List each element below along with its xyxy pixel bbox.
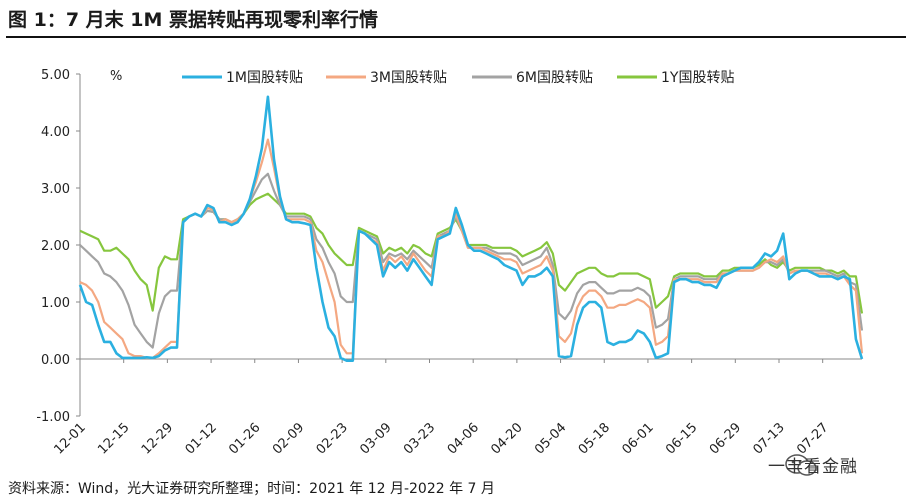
- series-line: [78, 95, 864, 363]
- x-tick-label: 02-09: [270, 420, 307, 457]
- source-note: 资料来源：Wind，光大证券研究所整理；时间：2021 年 12 月-2022 …: [8, 481, 495, 497]
- y-tick-label: 3.00: [41, 182, 70, 197]
- x-tick-label: 03-23: [401, 420, 438, 457]
- series-lines: [78, 95, 864, 363]
- x-tick-label: 05-18: [576, 420, 613, 457]
- y-tick-label: 2.00: [41, 239, 70, 254]
- y-tick-label: 5.00: [41, 68, 70, 83]
- x-tick-label: 06-15: [663, 420, 700, 457]
- x-tick-label: 02-23: [314, 420, 351, 457]
- title-divider: [6, 36, 906, 38]
- x-tick-label: 06-01: [619, 420, 656, 457]
- x-tick-label: 04-06: [445, 420, 482, 457]
- y-unit-label: %: [110, 69, 122, 84]
- watermark-text: 一丰看金融: [768, 457, 858, 477]
- y-tick-label: 0.00: [41, 353, 70, 368]
- x-tick-label: 05-04: [532, 420, 569, 457]
- x-tick-label: 04-20: [488, 420, 525, 457]
- y-tick-label: -1.00: [36, 410, 70, 425]
- legend-label: 6M国股转贴: [516, 70, 593, 86]
- legend: 1M国股转贴 3M国股转贴 6M国股转贴 1Y国股转贴: [182, 70, 734, 86]
- chart-title: 图 1：7 月末 1M 票据转贴再现零利率行情: [8, 9, 379, 31]
- x-tick-label: 03-09: [357, 420, 394, 457]
- x-tick-label: 01-26: [226, 420, 263, 457]
- series-line: [79, 192, 864, 314]
- legend-label: 1M国股转贴: [226, 70, 303, 86]
- series-line: [79, 172, 864, 349]
- x-tick-label: 12-15: [95, 420, 132, 457]
- x-tick-label: 01-12: [183, 420, 220, 457]
- y-tick-label: 4.00: [41, 125, 70, 140]
- legend-label: 3M国股转贴: [370, 70, 447, 86]
- y-tick-label: 1.00: [41, 296, 70, 311]
- x-tick-label: 12-01: [52, 420, 89, 457]
- x-tick-label: 12-29: [139, 420, 176, 457]
- legend-label: 1Y国股转贴: [661, 70, 734, 86]
- axes: 5.00 4.00 3.00 2.00 1.00 0.00 -1.00% 12-01 12-15…: [36, 68, 862, 458]
- wechat-icon: [785, 454, 817, 476]
